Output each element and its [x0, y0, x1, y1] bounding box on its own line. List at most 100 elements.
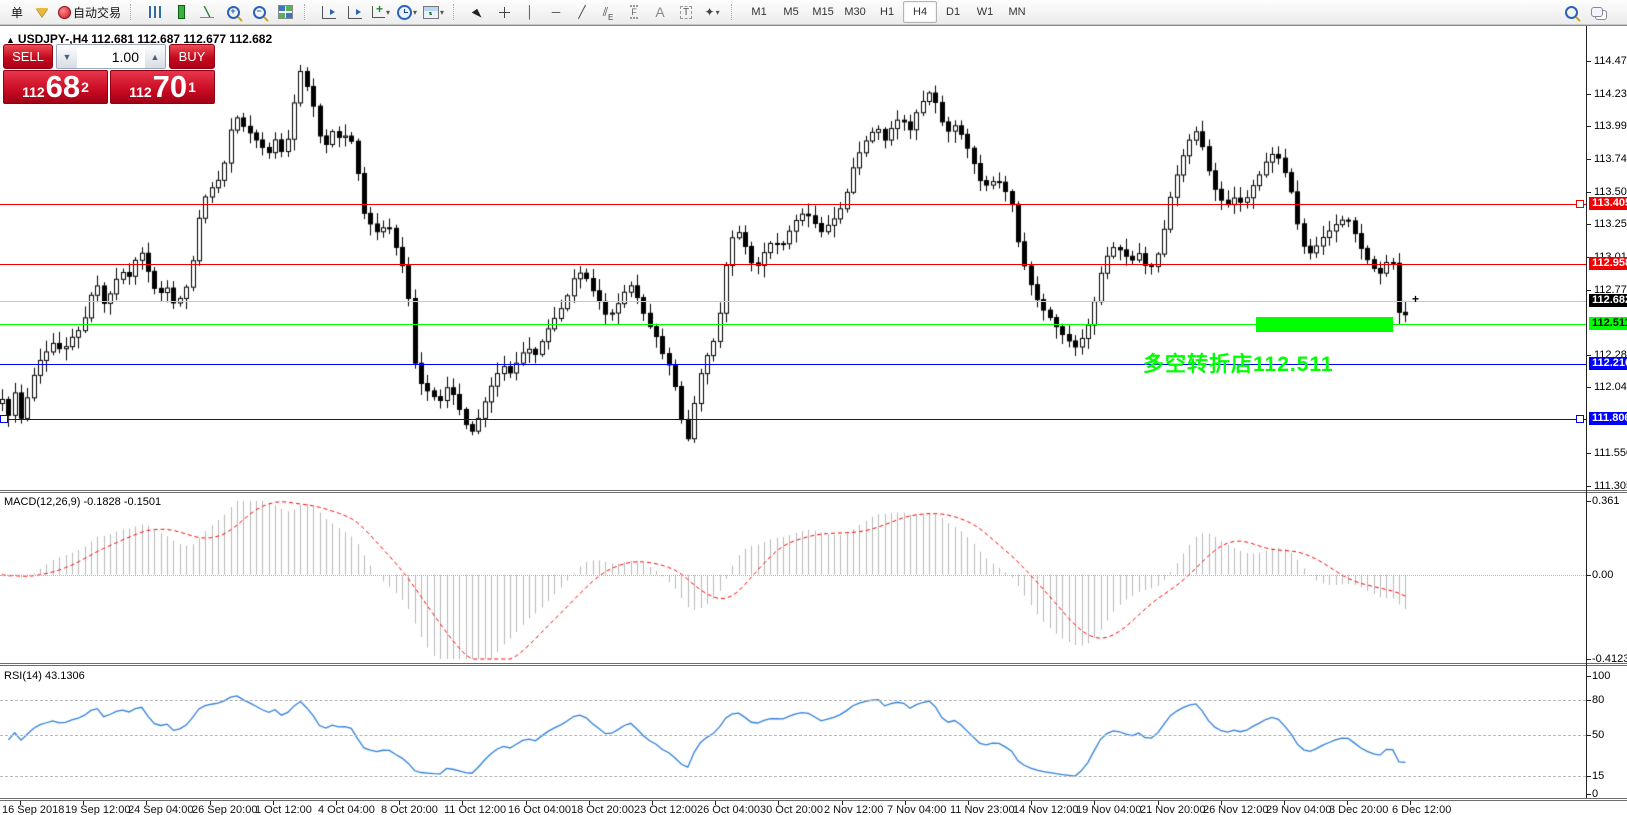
- trendline-button[interactable]: ╱: [569, 2, 595, 22]
- pivot-rectangle[interactable]: [1256, 317, 1393, 332]
- buy-price-big: 70: [152, 69, 188, 104]
- time-axis-tick: [715, 801, 716, 805]
- fibonacci-button[interactable]: F: [621, 2, 647, 22]
- price-axis-tick: [1586, 159, 1591, 160]
- toolbar-separator: [731, 4, 737, 20]
- bar-chart-button[interactable]: [142, 2, 168, 22]
- toolbar-separator: [304, 4, 310, 20]
- volume-increase-button[interactable]: ▲: [145, 45, 165, 68]
- buy-button[interactable]: BUY: [169, 44, 215, 69]
- bar-chart-icon: [148, 6, 162, 18]
- vertical-line-icon: │: [526, 5, 534, 19]
- chevron-down-icon: ▾: [715, 7, 720, 17]
- line-handle[interactable]: [0, 415, 8, 423]
- price-axis-tick: [1586, 355, 1591, 356]
- timeframe-button-MN[interactable]: MN: [1008, 6, 1026, 18]
- timeframe-button-H1[interactable]: H1: [880, 6, 895, 18]
- price-tick-label: 113.500: [1594, 186, 1627, 198]
- toolbar-separator: [453, 4, 459, 20]
- time-axis-tick: [526, 801, 527, 805]
- vertical-line-button[interactable]: │: [517, 2, 543, 22]
- time-tick-label: 11 Oct 12:00: [444, 804, 507, 815]
- macd-tick-label: 0.00: [1592, 569, 1614, 581]
- autotrading-icon: [58, 5, 71, 19]
- hline-resistance-2[interactable]: [0, 264, 1586, 265]
- volume-decrease-button[interactable]: ▼: [57, 45, 77, 68]
- line-handle[interactable]: [1576, 415, 1584, 423]
- new-order-button[interactable]: 单: [3, 2, 29, 22]
- chart-shift-button[interactable]: [342, 2, 368, 22]
- candlestick-chart-button[interactable]: [168, 2, 194, 22]
- pane-divider[interactable]: [0, 490, 1627, 491]
- sell-price-button[interactable]: 112 68 2: [3, 70, 108, 104]
- time-axis-tick: [778, 801, 779, 805]
- time-tick-label: 29 Nov 04:00: [1266, 804, 1332, 815]
- price-axis-tick: [1586, 94, 1591, 95]
- timeframe-button-D1[interactable]: D1: [946, 6, 961, 18]
- rsi-axis-tick: [1586, 776, 1591, 777]
- auto-scroll-button[interactable]: [316, 2, 342, 22]
- indicators-icon: +: [372, 3, 385, 18]
- arrows-button[interactable]: ✦ ▾: [699, 2, 725, 22]
- crosshair-button[interactable]: [491, 2, 517, 22]
- price-label-support-1: 112.216: [1589, 357, 1627, 370]
- hline-support-2[interactable]: [0, 419, 1586, 420]
- macd-tick-label: 0.361: [1592, 495, 1620, 507]
- toolbar-separator: [130, 4, 136, 20]
- new-order-label: 单: [10, 5, 23, 20]
- timeframe-button-M1[interactable]: M1: [751, 6, 767, 18]
- periods-button[interactable]: ▾: [394, 2, 420, 22]
- time-tick-label: 26 Sep 20:00: [192, 804, 258, 815]
- price-axis-tick: [1586, 290, 1591, 291]
- price-chart-canvas[interactable]: [0, 26, 1627, 815]
- funnel-button[interactable]: [29, 2, 55, 22]
- time-tick-label: 2 Nov 12:00: [824, 804, 884, 815]
- text-button[interactable]: A: [647, 2, 673, 22]
- price-label-resistance-2: 112.958: [1589, 257, 1627, 270]
- channel-button[interactable]: ⫽ E: [602, 5, 614, 22]
- chat-button[interactable]: [1584, 2, 1610, 22]
- cursor-button[interactable]: [465, 2, 491, 22]
- time-tick-label: 30 Oct 20:00: [760, 804, 823, 815]
- pivot-annotation-text[interactable]: 多空转折店112.511: [1143, 353, 1334, 376]
- zoom-in-button[interactable]: +: [220, 2, 246, 22]
- line-chart-button[interactable]: [194, 2, 220, 22]
- timeframe-button-M15[interactable]: M15: [812, 6, 834, 18]
- rsi-tick-label: 100: [1592, 670, 1611, 682]
- indicators-button[interactable]: + ▾: [368, 2, 394, 22]
- rsi-axis-tick: [1586, 676, 1591, 677]
- sell-price-pip: 2: [81, 79, 89, 95]
- hline-support-1[interactable]: [0, 364, 1586, 365]
- pane-divider[interactable]: [0, 492, 1627, 493]
- tile-windows-button[interactable]: [272, 2, 298, 22]
- autotrading-button[interactable]: 自动交易: [55, 2, 124, 22]
- hline-current-price[interactable]: [0, 301, 1586, 302]
- time-tick-label: 23 Oct 12:00: [634, 804, 697, 815]
- timeframe-button-H4[interactable]: H4: [903, 1, 938, 23]
- timeframe-button-M5[interactable]: M5: [783, 6, 799, 18]
- pane-divider[interactable]: [0, 800, 1627, 801]
- sell-button[interactable]: SELL: [3, 44, 53, 69]
- time-tick-label: 26 Nov 12:00: [1203, 804, 1269, 815]
- line-handle[interactable]: [1576, 200, 1584, 208]
- cursor-icon: [471, 6, 485, 18]
- timeframe-button-W1[interactable]: W1: [976, 6, 994, 18]
- line-chart-icon: [200, 6, 215, 18]
- pane-divider[interactable]: [0, 665, 1627, 666]
- templates-button[interactable]: ▾: [420, 2, 447, 22]
- text-label-button[interactable]: T: [673, 2, 699, 22]
- pane-divider[interactable]: [0, 798, 1627, 799]
- horizontal-line-button[interactable]: ─: [543, 2, 569, 22]
- volume-input[interactable]: 1.00: [77, 45, 145, 68]
- collapse-arrow-icon[interactable]: ▲: [6, 35, 15, 45]
- time-axis-tick: [1221, 801, 1222, 805]
- pane-divider[interactable]: [0, 663, 1627, 664]
- zoom-out-button[interactable]: −: [246, 2, 272, 22]
- timeframe-button-M30[interactable]: M30: [844, 6, 866, 18]
- macd-tick-label: -0.4123: [1592, 653, 1627, 665]
- hline-resistance-1[interactable]: [0, 204, 1586, 205]
- hline-pivot-line[interactable]: [0, 324, 1586, 325]
- search-button[interactable]: [1558, 2, 1584, 22]
- buy-price-button[interactable]: 112 70 1: [110, 70, 215, 104]
